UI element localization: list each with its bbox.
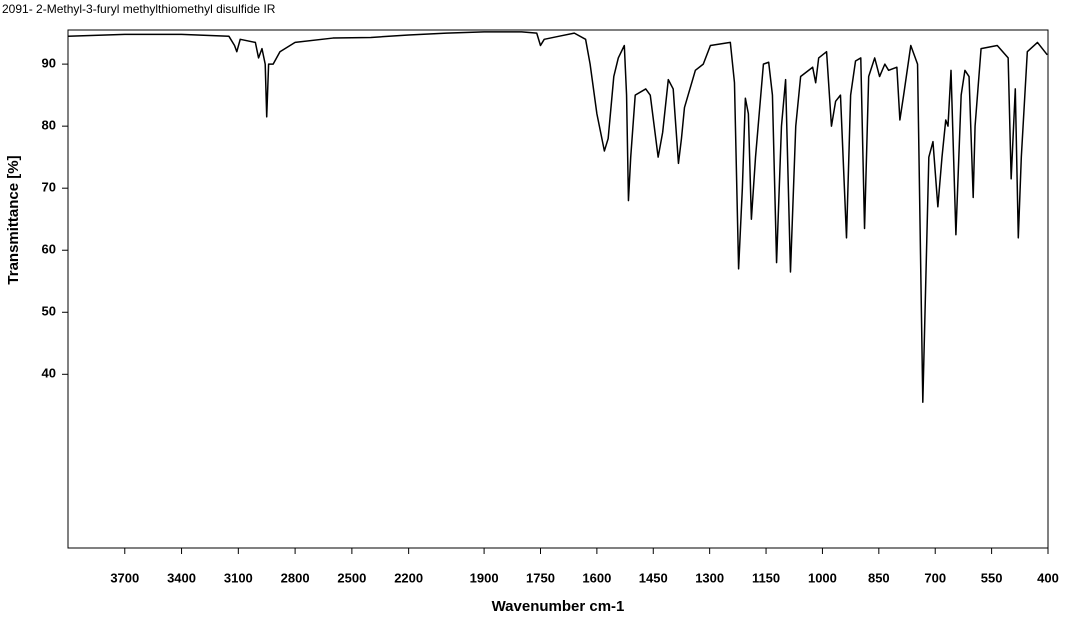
plot-frame: [67, 29, 1049, 549]
x-tick-label: 1000: [808, 570, 837, 585]
x-tick-label: 700: [924, 570, 946, 585]
x-tick-label: 3700: [110, 570, 139, 585]
y-tick-label: 50: [42, 304, 56, 319]
x-axis-label: Wavenumber cm-1: [492, 598, 625, 615]
x-tick-label: 2500: [337, 570, 366, 585]
x-tick-label: 1750: [526, 570, 555, 585]
x-tick-label: 2800: [281, 570, 310, 585]
x-tick-label: 1150: [752, 570, 780, 585]
y-tick-label: 60: [42, 242, 56, 257]
x-tick-label: 400: [1037, 570, 1059, 585]
x-tick-label: 1300: [695, 570, 724, 585]
y-tick-label: 70: [42, 180, 56, 195]
y-axis-label: Transmittance [%]: [5, 155, 22, 284]
x-tick-label: 550: [981, 570, 1003, 585]
y-tick-label: 80: [42, 118, 56, 133]
x-tick-label: 3100: [224, 570, 253, 585]
x-tick-label: 1600: [582, 570, 611, 585]
x-tick-label: 1450: [639, 570, 668, 585]
x-tick-label: 1900: [470, 570, 499, 585]
chart-title: 2091- 2-Methyl-3-furyl methylthiomethyl …: [2, 2, 276, 16]
y-tick-label: 90: [42, 56, 56, 71]
spectrum-line: [67, 31, 1048, 403]
x-tick-label: 850: [868, 570, 890, 585]
y-tick-label: 40: [42, 366, 56, 381]
x-tick-label: 3400: [167, 570, 196, 585]
x-tick-label: 2200: [394, 570, 423, 585]
